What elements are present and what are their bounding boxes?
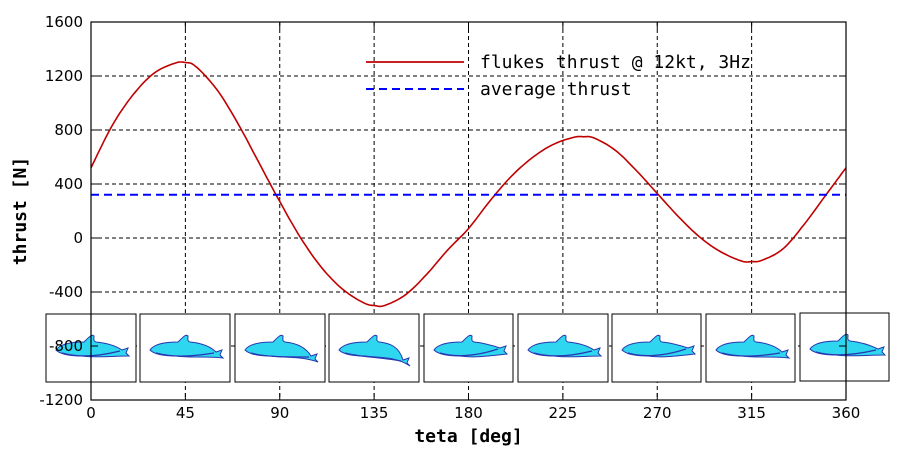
y-tick-label: -1200 bbox=[39, 391, 83, 409]
x-tick-label: 270 bbox=[643, 404, 672, 422]
legend: flukes thrust @ 12kt, 3Hz average thrust bbox=[366, 52, 751, 100]
series-line bbox=[90, 61, 847, 308]
x-tick-label: 225 bbox=[549, 404, 578, 422]
dolphin-icon bbox=[423, 313, 514, 383]
x-tick-label: 360 bbox=[832, 404, 861, 422]
legend-label: average thrust bbox=[480, 79, 632, 100]
x-tick-label: 0 bbox=[86, 404, 96, 422]
x-tick-label: 90 bbox=[270, 404, 289, 422]
y-axis-title: thrust [N] bbox=[10, 157, 31, 265]
legend-label: flukes thrust @ 12kt, 3Hz bbox=[480, 52, 751, 73]
dolphin-icon bbox=[234, 313, 326, 383]
y-tick-label: -800 bbox=[49, 337, 83, 355]
dolphin-icon bbox=[139, 313, 231, 383]
y-tick-label: 1600 bbox=[45, 13, 83, 31]
x-tick-label: 45 bbox=[176, 404, 195, 422]
dolphin-icon bbox=[799, 312, 890, 382]
y-tick-label: 1200 bbox=[45, 67, 83, 85]
dolphin-inset-strip bbox=[45, 312, 890, 383]
dolphin-icon bbox=[328, 313, 420, 383]
x-tick-label: 135 bbox=[360, 404, 389, 422]
x-tick-label: 315 bbox=[737, 404, 766, 422]
y-tick-label: -400 bbox=[49, 283, 83, 301]
axis-ticks: 0 45 90 135 180 225 270 315 360 -1200 -800 -400 0 400… bbox=[39, 13, 860, 422]
dolphin-icon bbox=[705, 313, 796, 383]
dolphin-icon bbox=[611, 313, 702, 383]
dolphin-icon bbox=[517, 313, 609, 383]
y-tick-label: 0 bbox=[73, 229, 83, 247]
y-tick-label: 800 bbox=[54, 121, 83, 139]
series-lines bbox=[90, 61, 847, 308]
grid bbox=[91, 22, 846, 400]
x-tick-label: 180 bbox=[454, 404, 483, 422]
y-tick-label: 400 bbox=[54, 175, 83, 193]
x-axis-title: teta [deg] bbox=[414, 426, 522, 447]
